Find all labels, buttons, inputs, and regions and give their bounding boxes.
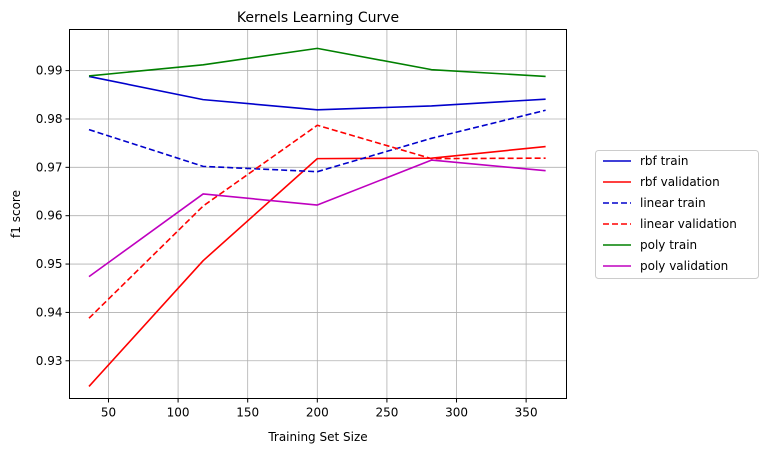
legend-label: linear train (640, 196, 706, 210)
legend-label: poly validation (640, 259, 728, 273)
y-tick-label: 0.93 (36, 354, 63, 368)
y-tick-label: 0.94 (36, 305, 63, 319)
y-tick-label: 0.95 (36, 257, 63, 271)
series-line-linear-train (88, 109, 546, 173)
axis-ticks: 50 100 150 200 250 300 350 0.93 0.94 0.95 0.96 0.97… (36, 64, 538, 420)
series-line-poly-validation (88, 159, 546, 278)
x-tick-label: 100 (167, 406, 190, 420)
legend-label: rbf train (640, 154, 689, 168)
x-tick-label: 350 (515, 406, 538, 420)
y-tick-label: 0.99 (36, 64, 63, 78)
y-axis-label: f1 score (9, 190, 23, 238)
legend-box (595, 150, 759, 279)
grid-lines (69, 29, 567, 399)
series-line-poly-train (88, 47, 546, 78)
y-tick-label: 0.98 (36, 112, 63, 126)
legend-label: linear validation (640, 217, 737, 231)
plot-frame (69, 29, 567, 399)
legend-label: poly train (640, 238, 697, 252)
x-tick-label: 300 (445, 406, 468, 420)
x-tick-label: 50 (101, 406, 116, 420)
x-tick-label: 150 (236, 406, 259, 420)
x-tick-label: 250 (375, 406, 398, 420)
y-tick-label: 0.97 (36, 160, 63, 174)
x-tick-label: 200 (306, 406, 329, 420)
x-axis-label: Training Set Size (267, 430, 367, 444)
series-line-linear-validation (88, 124, 546, 319)
y-tick-label: 0.96 (36, 209, 63, 223)
series-line-rbf-train (88, 75, 546, 111)
series-lines (88, 47, 546, 387)
chart-title: Kernels Learning Curve (237, 10, 399, 26)
legend-label: rbf validation (640, 175, 720, 189)
series-line-rbf-validation (88, 145, 546, 387)
legend: rbf train rbf validation linear train linea… (595, 150, 759, 279)
